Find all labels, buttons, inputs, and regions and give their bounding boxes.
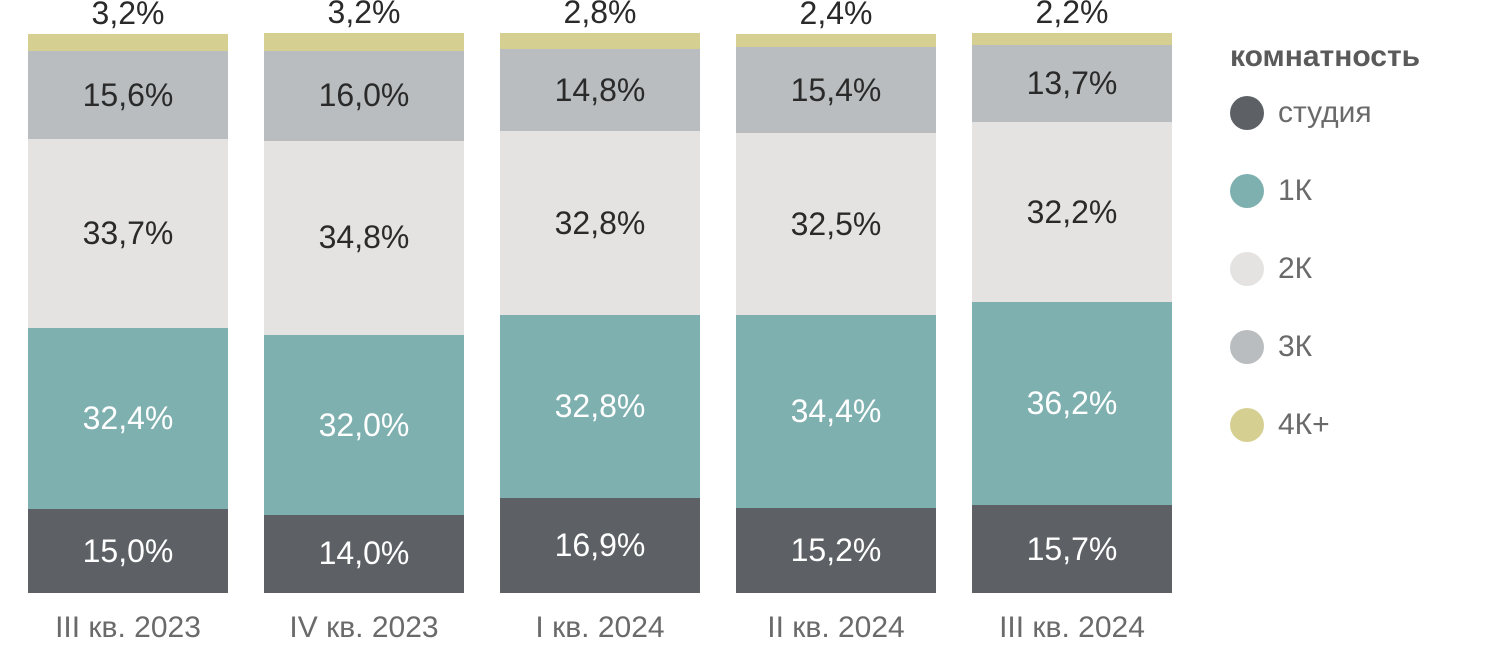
- legend-item-studio: студия: [1230, 96, 1490, 130]
- segment-value-label: 33,7%: [83, 215, 174, 252]
- segment-value-label: 32,8%: [555, 205, 646, 242]
- segment-value-label: 14,0%: [319, 535, 410, 572]
- legend-title: комнатность: [1230, 40, 1490, 74]
- chart-column: 16,9% 32,8% 32,8% 14,8% 2,8% I кв. 2024: [490, 33, 710, 645]
- bar-segment-studio: 14,0%: [264, 515, 464, 593]
- stacked-bar: 15,2% 34,4% 32,5% 15,4% 2,4%: [736, 33, 936, 593]
- bar-segment-k4p: 3,2%: [28, 34, 228, 52]
- segment-value-label: 2,2%: [1036, 0, 1109, 31]
- chart-column: 15,2% 34,4% 32,5% 15,4% 2,4% II кв. 2024: [726, 33, 946, 645]
- bar-segment-k2: 32,5%: [736, 133, 936, 315]
- bar-segment-k2: 33,7%: [28, 139, 228, 328]
- segment-value-label: 15,4%: [791, 72, 882, 109]
- segment-value-label: 3,2%: [92, 0, 165, 32]
- legend-label: 1К: [1278, 174, 1312, 208]
- chart-column: 14,0% 32,0% 34,8% 16,0% 3,2% IV кв. 2023: [254, 33, 474, 645]
- bar-segment-k2: 34,8%: [264, 141, 464, 336]
- x-axis-label: II кв. 2024: [767, 611, 904, 645]
- bar-segment-studio: 15,2%: [736, 508, 936, 593]
- segment-value-label: 13,7%: [1027, 65, 1118, 102]
- x-axis-label: III кв. 2024: [999, 611, 1145, 645]
- legend-swatch: [1230, 174, 1264, 208]
- legend-item-k3: 3К: [1230, 330, 1490, 364]
- stacked-bar: 16,9% 32,8% 32,8% 14,8% 2,8%: [500, 33, 700, 593]
- bar-segment-k2: 32,8%: [500, 131, 700, 315]
- x-axis-label: I кв. 2024: [535, 611, 664, 645]
- segment-value-label: 15,2%: [791, 532, 882, 569]
- stacked-bar: 14,0% 32,0% 34,8% 16,0% 3,2%: [264, 33, 464, 593]
- x-axis-label: IV кв. 2023: [289, 611, 438, 645]
- legend-swatch: [1230, 96, 1264, 130]
- bar-segment-k1: 32,0%: [264, 335, 464, 514]
- legend-label: 2К: [1278, 252, 1312, 286]
- bar-segment-studio: 16,9%: [500, 498, 700, 593]
- bar-segment-k2: 32,2%: [972, 122, 1172, 302]
- x-axis-label: III кв. 2023: [55, 611, 201, 645]
- segment-value-label: 14,8%: [555, 72, 646, 109]
- bar-segment-k1: 34,4%: [736, 315, 936, 508]
- segment-value-label: 36,2%: [1027, 385, 1118, 422]
- segment-value-label: 32,4%: [83, 400, 174, 437]
- segment-value-label: 16,0%: [319, 77, 410, 114]
- stacked-bar: 15,7% 36,2% 32,2% 13,7% 2,2%: [972, 33, 1172, 593]
- stacked-bar-chart: 15,0% 32,4% 33,7% 15,6% 3,2% III кв. 2023 14,0…: [10, 0, 1190, 645]
- chart-column: 15,7% 36,2% 32,2% 13,7% 2,2% III кв. 2024: [962, 33, 1182, 645]
- legend-item-k1: 1К: [1230, 174, 1490, 208]
- bar-segment-k1: 32,4%: [28, 328, 228, 509]
- stacked-bar: 15,0% 32,4% 33,7% 15,6% 3,2%: [28, 33, 228, 593]
- legend-item-k4p: 4К+: [1230, 408, 1490, 442]
- segment-value-label: 2,8%: [564, 0, 637, 31]
- legend-item-k2: 2К: [1230, 252, 1490, 286]
- chart-column: 15,0% 32,4% 33,7% 15,6% 3,2% III кв. 2023: [18, 33, 238, 645]
- bar-segment-k1: 32,8%: [500, 315, 700, 499]
- bar-segment-k1: 36,2%: [972, 302, 1172, 505]
- legend-label: студия: [1278, 96, 1372, 130]
- legend: комнатность студия 1К 2К 3К 4К+: [1230, 40, 1490, 486]
- bar-segment-k4p: 3,2%: [264, 33, 464, 51]
- bar-segment-k3: 16,0%: [264, 51, 464, 141]
- bar-segment-k4p: 2,8%: [500, 33, 700, 49]
- segment-value-label: 2,4%: [800, 0, 873, 32]
- segment-value-label: 32,2%: [1027, 194, 1118, 231]
- segment-value-label: 34,4%: [791, 393, 882, 430]
- legend-swatch: [1230, 252, 1264, 286]
- bar-segment-k4p: 2,4%: [736, 34, 936, 47]
- segment-value-label: 15,6%: [83, 77, 174, 114]
- segment-value-label: 34,8%: [319, 219, 410, 256]
- bar-segment-studio: 15,0%: [28, 509, 228, 593]
- segment-value-label: 3,2%: [328, 0, 401, 31]
- segment-value-label: 15,0%: [83, 533, 174, 570]
- bar-segment-k3: 14,8%: [500, 49, 700, 132]
- segment-value-label: 32,8%: [555, 388, 646, 425]
- legend-label: 3К: [1278, 330, 1312, 364]
- legend-swatch: [1230, 330, 1264, 364]
- segment-value-label: 32,0%: [319, 407, 410, 444]
- legend-label: 4К+: [1278, 408, 1330, 442]
- bar-segment-k3: 13,7%: [972, 45, 1172, 122]
- bar-segment-k3: 15,4%: [736, 47, 936, 133]
- segment-value-label: 16,9%: [555, 527, 646, 564]
- segment-value-label: 32,5%: [791, 206, 882, 243]
- bar-segment-studio: 15,7%: [972, 505, 1172, 593]
- bar-segment-k4p: 2,2%: [972, 33, 1172, 45]
- legend-swatch: [1230, 408, 1264, 442]
- bar-segment-k3: 15,6%: [28, 51, 228, 138]
- segment-value-label: 15,7%: [1027, 531, 1118, 568]
